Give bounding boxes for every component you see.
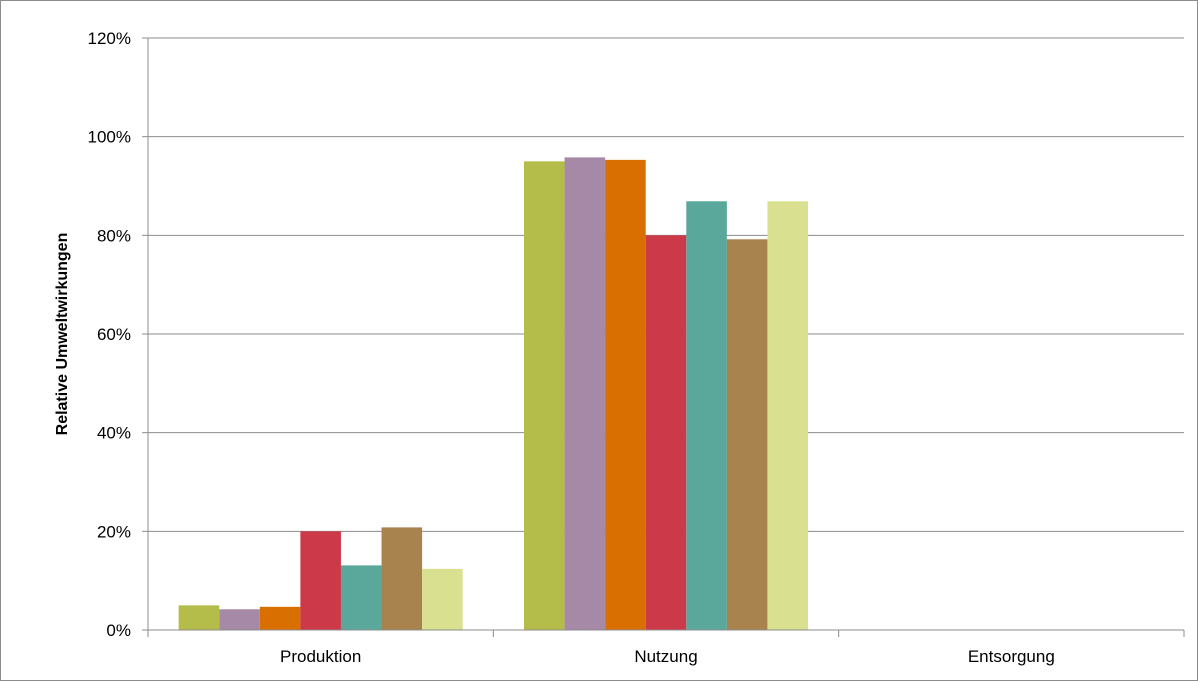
y-tick-label: 120% bbox=[88, 29, 131, 48]
y-tick-label: 20% bbox=[97, 522, 131, 541]
bar bbox=[605, 159, 646, 630]
bar bbox=[686, 201, 727, 630]
x-category-label: Produktion bbox=[280, 647, 361, 666]
y-tick-label: 100% bbox=[88, 128, 131, 147]
bar bbox=[523, 161, 565, 631]
y-axis-title: Relative Umweltwirkungen bbox=[54, 233, 71, 436]
x-category-label: Entsorgung bbox=[968, 647, 1055, 666]
bar bbox=[381, 527, 423, 630]
bar bbox=[645, 235, 687, 631]
bar bbox=[726, 239, 768, 630]
labels: 0% 20% 40% 60% 80% 100% 120% Produktion Nutzung E… bbox=[88, 29, 1055, 666]
y-tick-label: 0% bbox=[106, 621, 131, 640]
y-tick-label: 60% bbox=[97, 325, 131, 344]
bar bbox=[300, 531, 341, 630]
bar bbox=[219, 609, 260, 630]
bar bbox=[422, 568, 463, 630]
bar bbox=[340, 565, 382, 630]
axes bbox=[142, 37, 1185, 637]
y-tick-label: 40% bbox=[97, 424, 131, 443]
bar bbox=[767, 201, 809, 630]
bar bbox=[259, 606, 301, 630]
x-category-label: Nutzung bbox=[634, 647, 697, 666]
bars bbox=[178, 157, 809, 631]
bar bbox=[564, 157, 606, 631]
bar bbox=[178, 605, 220, 630]
y-tick-label: 80% bbox=[97, 226, 131, 245]
